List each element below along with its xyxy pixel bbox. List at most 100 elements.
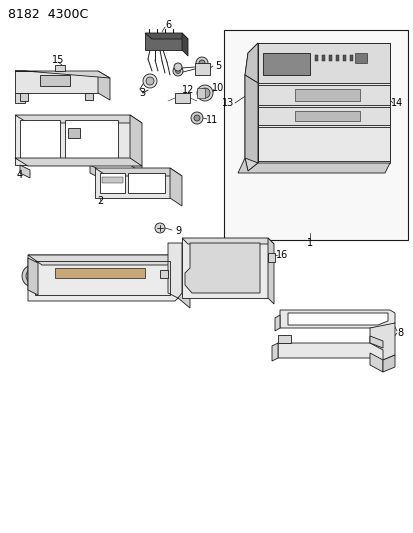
Polygon shape bbox=[65, 120, 118, 158]
Polygon shape bbox=[369, 353, 382, 372]
Polygon shape bbox=[28, 258, 38, 295]
Polygon shape bbox=[28, 255, 178, 301]
Circle shape bbox=[175, 69, 180, 74]
Text: 2: 2 bbox=[97, 196, 103, 206]
Polygon shape bbox=[257, 85, 389, 105]
Circle shape bbox=[195, 57, 207, 69]
Polygon shape bbox=[182, 33, 188, 56]
Polygon shape bbox=[195, 63, 209, 75]
Text: 4: 4 bbox=[17, 170, 23, 180]
Polygon shape bbox=[267, 253, 274, 262]
Text: 16: 16 bbox=[275, 250, 287, 260]
Bar bbox=[223, 30, 407, 240]
Circle shape bbox=[142, 74, 157, 88]
Polygon shape bbox=[15, 115, 130, 165]
Circle shape bbox=[27, 78, 33, 84]
Polygon shape bbox=[244, 43, 257, 171]
Polygon shape bbox=[379, 323, 394, 331]
Circle shape bbox=[197, 85, 212, 101]
Polygon shape bbox=[168, 243, 182, 298]
Circle shape bbox=[26, 269, 40, 283]
Polygon shape bbox=[95, 168, 182, 176]
Circle shape bbox=[154, 223, 165, 233]
Polygon shape bbox=[314, 55, 317, 61]
Polygon shape bbox=[145, 33, 182, 50]
Text: 15: 15 bbox=[52, 55, 64, 65]
Circle shape bbox=[190, 112, 202, 124]
Polygon shape bbox=[159, 270, 168, 278]
Polygon shape bbox=[349, 55, 352, 61]
Circle shape bbox=[173, 66, 183, 76]
Text: 8: 8 bbox=[396, 328, 402, 338]
Polygon shape bbox=[356, 55, 359, 61]
Polygon shape bbox=[15, 93, 25, 103]
Polygon shape bbox=[15, 71, 110, 78]
Circle shape bbox=[194, 115, 199, 121]
Polygon shape bbox=[170, 168, 182, 206]
Polygon shape bbox=[267, 238, 273, 304]
Polygon shape bbox=[342, 55, 345, 61]
Text: 9: 9 bbox=[175, 226, 180, 236]
Circle shape bbox=[351, 349, 359, 357]
Polygon shape bbox=[175, 93, 190, 103]
Polygon shape bbox=[85, 93, 93, 100]
Polygon shape bbox=[257, 107, 389, 125]
Polygon shape bbox=[287, 313, 387, 325]
Polygon shape bbox=[271, 343, 277, 361]
Text: 10: 10 bbox=[211, 83, 223, 93]
Polygon shape bbox=[369, 336, 382, 348]
Polygon shape bbox=[328, 55, 331, 61]
Polygon shape bbox=[244, 75, 257, 163]
Text: 3: 3 bbox=[139, 88, 145, 98]
Polygon shape bbox=[28, 255, 190, 265]
Polygon shape bbox=[15, 158, 142, 166]
Circle shape bbox=[146, 77, 154, 85]
Text: 11: 11 bbox=[205, 115, 218, 125]
Text: 13: 13 bbox=[221, 98, 234, 108]
Polygon shape bbox=[95, 168, 170, 198]
Polygon shape bbox=[294, 89, 359, 101]
Polygon shape bbox=[40, 75, 70, 86]
Text: 7: 7 bbox=[206, 260, 213, 270]
Polygon shape bbox=[257, 127, 389, 161]
Polygon shape bbox=[237, 158, 389, 173]
Polygon shape bbox=[257, 43, 389, 83]
Polygon shape bbox=[335, 55, 338, 61]
Polygon shape bbox=[197, 88, 204, 98]
Polygon shape bbox=[382, 355, 394, 372]
Circle shape bbox=[199, 60, 204, 66]
Circle shape bbox=[281, 336, 287, 342]
Circle shape bbox=[77, 78, 83, 84]
Polygon shape bbox=[102, 177, 123, 183]
Polygon shape bbox=[15, 71, 98, 93]
Text: 8182  4300C: 8182 4300C bbox=[8, 8, 88, 21]
Polygon shape bbox=[100, 173, 125, 193]
Text: 12: 12 bbox=[181, 85, 194, 95]
Polygon shape bbox=[279, 310, 394, 328]
Circle shape bbox=[173, 63, 182, 71]
Polygon shape bbox=[244, 43, 257, 83]
Polygon shape bbox=[262, 53, 309, 75]
Polygon shape bbox=[277, 343, 382, 365]
Polygon shape bbox=[321, 55, 324, 61]
Text: 1: 1 bbox=[306, 238, 312, 248]
Polygon shape bbox=[68, 128, 80, 138]
Text: 14: 14 bbox=[390, 98, 402, 108]
Polygon shape bbox=[145, 33, 188, 39]
Polygon shape bbox=[182, 238, 267, 298]
Polygon shape bbox=[363, 55, 366, 61]
Circle shape bbox=[369, 53, 379, 63]
Polygon shape bbox=[185, 243, 259, 293]
Circle shape bbox=[30, 273, 36, 279]
Text: 6: 6 bbox=[164, 20, 171, 30]
Polygon shape bbox=[182, 238, 273, 244]
Polygon shape bbox=[55, 65, 65, 71]
Polygon shape bbox=[55, 268, 145, 278]
Polygon shape bbox=[20, 120, 60, 158]
Polygon shape bbox=[178, 255, 190, 308]
Polygon shape bbox=[98, 71, 110, 100]
Polygon shape bbox=[20, 93, 28, 101]
Polygon shape bbox=[369, 323, 394, 360]
Polygon shape bbox=[128, 173, 165, 193]
Polygon shape bbox=[294, 111, 359, 121]
